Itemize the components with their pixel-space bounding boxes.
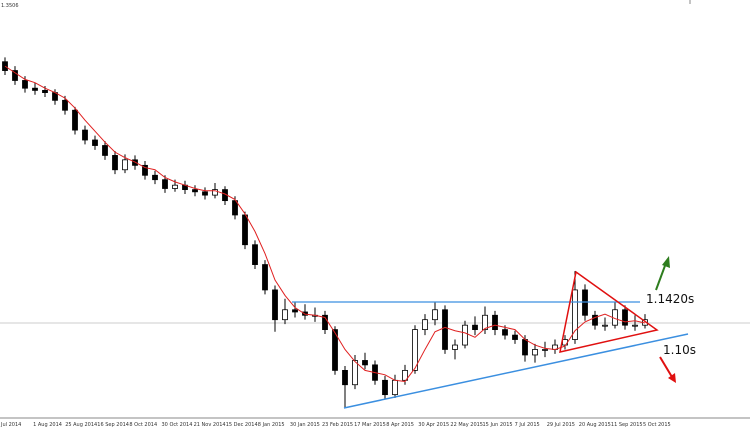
candle-body xyxy=(82,129,88,141)
candle-body xyxy=(102,145,108,156)
candle-body xyxy=(272,289,278,321)
candle-body xyxy=(322,314,328,331)
x-tick-label: 8 Jan 2015 xyxy=(258,422,285,428)
x-tick-label: 16 Sep 2014 xyxy=(97,422,129,428)
candle-body xyxy=(342,369,348,386)
x-tick-label: 15 Dec 2014 xyxy=(226,422,258,428)
candle-body xyxy=(632,324,638,327)
candle-body xyxy=(542,349,548,351)
x-tick-label: 21 Nov 2014 xyxy=(194,422,226,428)
plot xyxy=(2,57,648,408)
candle-body xyxy=(472,324,478,331)
candle-body xyxy=(32,87,38,91)
candle-body xyxy=(172,184,178,189)
candle-body xyxy=(602,324,608,327)
x-tick-label: 1 Aug 2014 xyxy=(33,422,62,428)
candle-body xyxy=(22,80,28,89)
x-tick-label: 15 Jun 2015 xyxy=(483,422,513,428)
candle-body xyxy=(512,334,518,340)
candle-body xyxy=(462,324,468,346)
x-tick-label: 23 Feb 2015 xyxy=(322,422,353,428)
x-tick-label: 30 Oct 2014 xyxy=(162,422,193,428)
candle-body xyxy=(592,314,598,326)
candle-body xyxy=(242,214,248,246)
candle-body xyxy=(12,70,18,81)
candle-body xyxy=(422,319,428,331)
candle-body xyxy=(442,309,448,350)
candle-body xyxy=(482,314,488,331)
up-arrow-head xyxy=(662,256,670,268)
x-tick-label: 5 Oct 2015 xyxy=(643,422,671,428)
candle-body xyxy=(622,309,628,326)
candle-body xyxy=(362,360,368,366)
up-arrow xyxy=(655,262,667,291)
candle-body xyxy=(252,244,258,265)
candle-body xyxy=(532,349,538,356)
candle-body xyxy=(382,379,388,396)
x-tick-label: 17 Mar 2015 xyxy=(354,422,386,428)
candle-body xyxy=(72,109,78,131)
candle-body xyxy=(282,309,288,321)
candle-body xyxy=(62,99,68,111)
candle-body xyxy=(202,191,208,196)
x-tick-label: 20 Aug 2015 xyxy=(579,422,611,428)
candle-body xyxy=(192,189,198,193)
x-tick-label: Jul 2014 xyxy=(0,422,21,428)
candle-body xyxy=(92,139,98,146)
candle-body xyxy=(122,159,128,171)
x-tick-label: 25 Aug 2014 xyxy=(65,422,97,428)
candle-body xyxy=(452,344,458,350)
triangle xyxy=(559,270,659,353)
x-tick-label: 30 Apr 2015 xyxy=(418,422,449,428)
candle-body xyxy=(432,309,438,321)
candle-body xyxy=(412,329,418,371)
candle-body xyxy=(522,339,528,356)
candle-body xyxy=(572,289,578,340)
down-arrow-head xyxy=(668,373,676,383)
candle-body xyxy=(112,155,118,171)
candle-body xyxy=(42,89,48,93)
candle-body xyxy=(402,369,408,381)
x-tick-label: 7 Jul 2015 xyxy=(515,422,540,428)
candle-body xyxy=(392,379,398,396)
candle-body xyxy=(152,174,158,181)
candle-body xyxy=(332,329,338,371)
candle-body xyxy=(142,164,148,176)
candle-body xyxy=(352,360,358,386)
trend-line xyxy=(343,333,689,409)
candle-body xyxy=(232,200,238,216)
candle-body xyxy=(502,329,508,336)
candle-body xyxy=(212,189,218,196)
x-tick-label: 11 Sep 2015 xyxy=(611,422,643,428)
x-tick-label: 30 Jan 2015 xyxy=(290,422,320,428)
candle-body xyxy=(162,179,168,189)
annotation: 1.1420s xyxy=(646,292,694,306)
candle-body xyxy=(262,264,268,291)
moving-average xyxy=(4,65,646,382)
x-tick-label: 8 Oct 2014 xyxy=(129,422,157,428)
x-tick-label: 8 Apr 2015 xyxy=(386,422,414,428)
corner-label: 1.3506 xyxy=(1,3,19,9)
x-tick-label: 29 Jul 2015 xyxy=(547,422,575,428)
annotation: 1.10s xyxy=(663,343,696,357)
candle-body xyxy=(292,309,298,313)
down-arrow xyxy=(659,356,673,378)
candle-body xyxy=(492,314,498,331)
x-tick-label: 22 May 2015 xyxy=(450,422,483,428)
